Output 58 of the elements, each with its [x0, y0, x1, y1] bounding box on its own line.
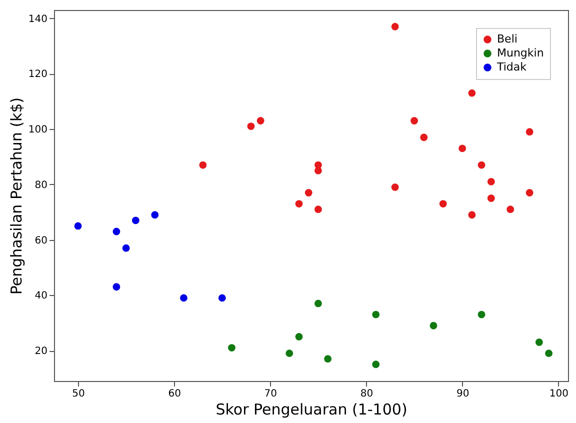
x-tick-label: 100: [549, 388, 568, 400]
point: [74, 222, 82, 230]
point: [372, 360, 380, 368]
point: [314, 206, 322, 214]
point: [410, 117, 418, 124]
point: [526, 189, 534, 196]
legend-label: Beli: [497, 32, 518, 46]
x-tick-label: 70: [264, 388, 278, 400]
y-tick-label: 120: [28, 69, 48, 80]
point: [295, 200, 303, 208]
y-tick-label: 140: [28, 14, 48, 25]
point: [314, 166, 322, 174]
point: [324, 355, 332, 363]
y-tick-label: 80: [34, 180, 48, 191]
point: [151, 211, 159, 219]
legend-label: Mungkin: [497, 46, 544, 60]
point: [256, 117, 264, 124]
point: [478, 161, 486, 169]
point: [458, 144, 466, 152]
point: [506, 206, 514, 214]
x-tick-label: 50: [72, 388, 85, 400]
point: [122, 244, 130, 252]
x-tick-label: 90: [456, 388, 470, 400]
point: [112, 228, 120, 236]
legend-label: Tidak: [496, 60, 528, 74]
x-axis-title: Skor Pengeluaran (1-100): [216, 400, 408, 418]
y-axis-title: Penghasilan Pertahun (k$): [7, 97, 26, 295]
point: [391, 22, 399, 30]
point: [439, 200, 447, 208]
point: [304, 189, 312, 196]
point: [430, 322, 438, 330]
x-tick-label: 80: [360, 388, 374, 400]
point: [247, 122, 255, 130]
point: [295, 333, 303, 340]
point: [391, 183, 399, 191]
point: [526, 128, 534, 136]
point: [314, 300, 322, 308]
y-tick-label: 40: [34, 290, 48, 302]
point: [468, 211, 476, 219]
point: [487, 178, 495, 186]
point: [372, 310, 380, 318]
point: [112, 283, 120, 291]
point: [545, 350, 552, 358]
point: [132, 216, 140, 224]
y-tick-label: 20: [34, 346, 48, 358]
y-tick-label: 100: [28, 124, 48, 136]
point: [420, 134, 428, 142]
y-tick-label: 60: [34, 235, 48, 246]
point: [218, 294, 226, 302]
point: [478, 310, 486, 318]
point: [487, 194, 495, 202]
point: [535, 338, 543, 346]
point: [228, 344, 236, 352]
point: [199, 161, 207, 169]
point: [180, 294, 188, 302]
point: [286, 350, 294, 358]
point: [468, 89, 476, 97]
x-tick-label: 60: [168, 388, 181, 400]
